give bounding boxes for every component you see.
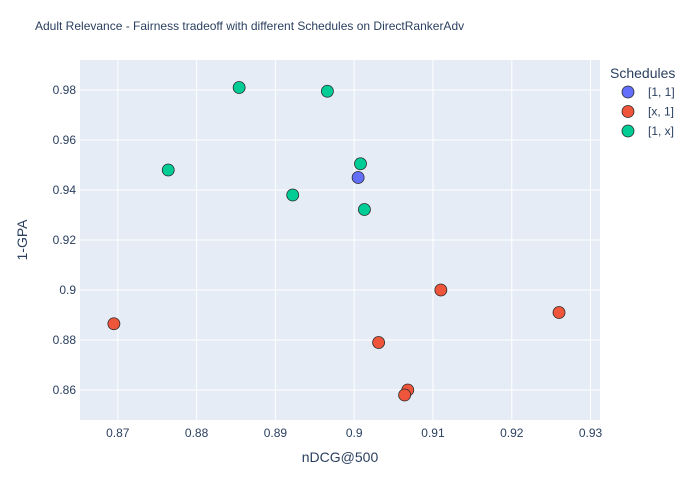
legend-label: [x, 1] xyxy=(648,105,674,119)
y-tick-label: 0.98 xyxy=(53,83,77,97)
x-tick-labels: 0.87 0.88 0.89 0.9 0.91 0.92 0.93 xyxy=(106,426,602,440)
y-tick-label: 0.86 xyxy=(53,383,77,397)
data-point xyxy=(354,157,367,171)
legend-item[interactable]: [x, 1] xyxy=(621,105,674,119)
y-tick-label: 0.88 xyxy=(53,333,77,347)
y-tick-labels: 0.86 0.88 0.9 0.92 0.94 0.96 0.98 xyxy=(53,83,77,397)
data-point xyxy=(286,188,300,202)
data-point xyxy=(320,84,334,98)
x-tick-label: 0.91 xyxy=(421,426,445,440)
legend-title: Schedules xyxy=(610,65,675,81)
legend-item[interactable]: [1, x] xyxy=(621,124,674,138)
x-tick-label: 0.88 xyxy=(185,426,209,440)
y-tick-label: 0.9 xyxy=(59,283,76,297)
legend-marker-icon xyxy=(621,124,635,138)
legend-marker-icon xyxy=(621,85,635,99)
data-point xyxy=(372,336,386,349)
x-tick-label: 0.9 xyxy=(346,426,363,440)
data-points xyxy=(107,81,566,402)
data-point xyxy=(358,203,371,216)
legend-label: [1, 1] xyxy=(648,85,675,99)
legend-items: [1, 1] [x, 1] [1, x] xyxy=(621,85,675,138)
data-point xyxy=(161,163,175,177)
data-point xyxy=(552,306,566,319)
chart-title: Adult Relevance - Fairness tradeoff with… xyxy=(35,19,464,33)
legend-marker-icon xyxy=(621,105,635,118)
data-point xyxy=(107,317,121,331)
y-axis-title: 1-GPA xyxy=(14,219,30,261)
legend-item[interactable]: [1, 1] xyxy=(621,85,675,99)
legend-label: [1, x] xyxy=(648,124,674,138)
legend: Schedules [1, 1] [x, 1] [1, x] xyxy=(610,65,675,138)
data-point xyxy=(398,388,412,402)
y-tick-label: 0.92 xyxy=(53,233,77,247)
y-tick-label: 0.94 xyxy=(53,183,77,197)
data-point xyxy=(232,81,246,94)
y-tick-label: 0.96 xyxy=(53,133,77,147)
data-point xyxy=(434,283,448,297)
x-axis-title: nDCG@500 xyxy=(302,449,379,465)
x-tick-label: 0.87 xyxy=(106,426,130,440)
data-point xyxy=(351,171,365,184)
x-tick-label: 0.93 xyxy=(579,426,603,440)
y-gridlines xyxy=(80,89,600,391)
x-tick-label: 0.89 xyxy=(264,426,288,440)
x-tick-label: 0.92 xyxy=(500,426,524,440)
